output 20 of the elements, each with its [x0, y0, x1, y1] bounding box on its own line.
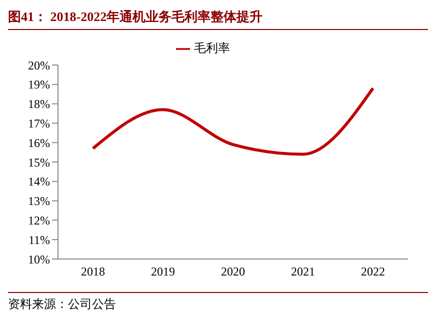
legend-label: 毛利率	[194, 41, 230, 55]
x-tick-label: 2021	[291, 264, 315, 279]
y-tick-label: 15%	[28, 155, 50, 170]
y-tick-label: 19%	[28, 78, 50, 92]
x-tick-label: 2020	[221, 264, 245, 279]
y-tick-label: 18%	[28, 97, 50, 112]
text: 资料来源：公司公告	[8, 296, 117, 313]
x-tick-label: 2019	[151, 264, 175, 279]
y-tick-label: 20%	[28, 58, 50, 72]
y-tick-label: 10%	[28, 252, 50, 266]
x-tick-label: 2018	[81, 264, 105, 279]
y-tick-label: 12%	[28, 213, 50, 228]
y-tick-label: 14%	[28, 174, 50, 189]
y-tick-label: 17%	[28, 116, 50, 130]
x-tick-label: 2022	[361, 264, 385, 279]
y-tick-label: 13%	[28, 194, 50, 208]
y-tick-label: 11%	[28, 232, 50, 247]
y-tick-label: 16%	[28, 136, 50, 150]
line-series	[92, 86, 374, 156]
chart-title: 图41： 2018-2022年通机业务毛利率整体提升	[8, 8, 428, 30]
